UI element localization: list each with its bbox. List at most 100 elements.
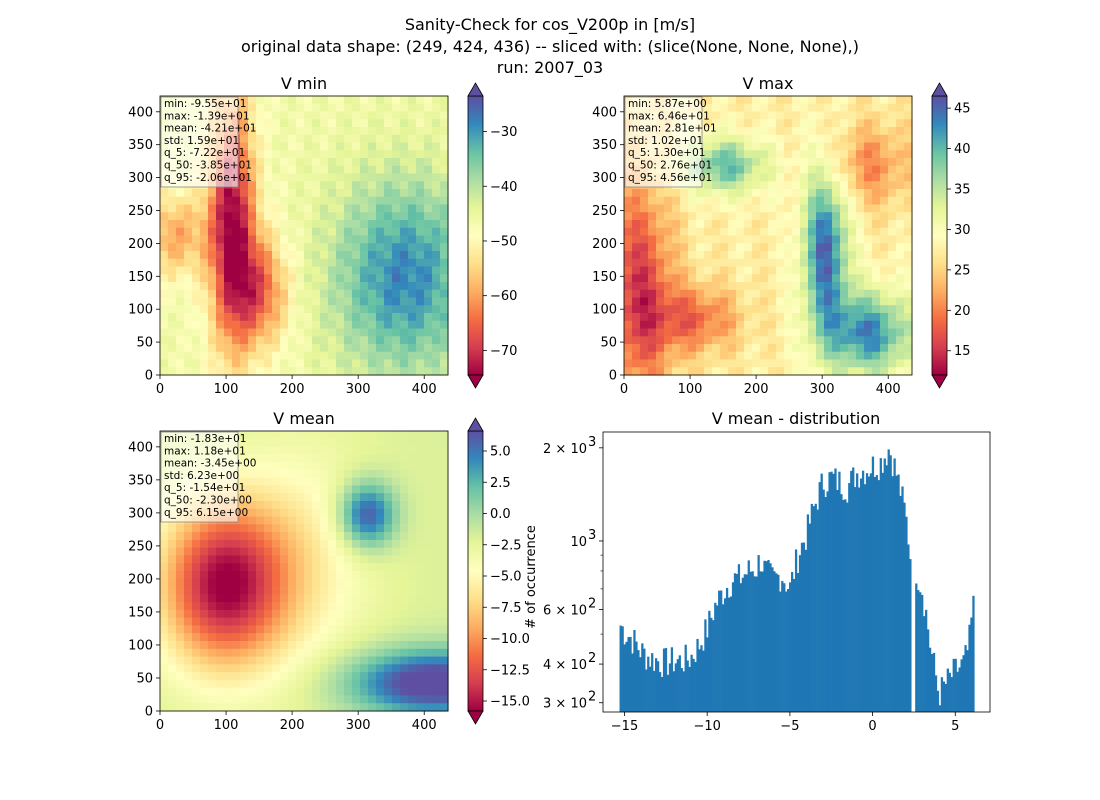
heatmap-cell xyxy=(440,508,449,518)
heatmap-cell xyxy=(312,173,321,182)
heatmap-cell xyxy=(336,127,345,136)
heatmap-cell xyxy=(216,687,225,697)
heatmap-cell xyxy=(200,320,209,330)
heatmap-cell xyxy=(712,134,721,144)
y-tick-label: 50 xyxy=(136,336,153,351)
heatmap-cell xyxy=(352,158,361,167)
heatmap-cell xyxy=(160,320,169,330)
heatmap-cell xyxy=(760,181,769,190)
heatmap-cell xyxy=(376,127,385,136)
heatmap-cell xyxy=(392,679,401,689)
heatmap-cell xyxy=(424,251,433,260)
heatmap-cell xyxy=(264,204,273,213)
heatmap-cell xyxy=(664,359,673,368)
heatmap-cell xyxy=(384,258,393,268)
heatmap-cell xyxy=(704,134,713,144)
heatmap-cell xyxy=(280,289,289,299)
heatmap-cell xyxy=(168,617,177,627)
heatmap-cell xyxy=(264,454,273,463)
heatmap-cell xyxy=(808,320,817,330)
heatmap-cell xyxy=(376,158,385,167)
heatmap-cell xyxy=(776,367,785,376)
heatmap-cell xyxy=(392,664,401,673)
heatmap-cell xyxy=(312,547,321,557)
heatmap-cell xyxy=(312,127,321,136)
heatmap-cell xyxy=(360,266,369,275)
heatmap-cell xyxy=(624,305,633,314)
heatmap-cell xyxy=(392,508,401,518)
heatmap-cell xyxy=(408,687,417,697)
heatmap-cell xyxy=(680,328,689,337)
heatmap-cell xyxy=(264,578,273,588)
heatmap-cell xyxy=(376,446,385,455)
heatmap-cell xyxy=(848,212,857,221)
heatmap-cell xyxy=(248,359,257,368)
heatmap-cell xyxy=(288,462,297,471)
heatmap-cell xyxy=(440,431,449,440)
heatmap-cell xyxy=(416,687,425,697)
heatmap-cell xyxy=(416,703,425,712)
heatmap-cell xyxy=(776,189,785,198)
heatmap-cell xyxy=(328,251,337,260)
heatmap-cell xyxy=(240,189,249,198)
heatmap-cell xyxy=(224,656,233,665)
heatmap-cell xyxy=(904,351,913,361)
heatmap-cell xyxy=(400,578,409,588)
heatmap-cell xyxy=(392,617,401,627)
heatmap-cell xyxy=(264,336,273,345)
histogram-bar xyxy=(731,582,735,712)
heatmap-cell xyxy=(864,305,873,314)
heatmap-cell xyxy=(264,158,273,167)
heatmap-cell xyxy=(424,320,433,330)
x-tick-label: −5 xyxy=(780,719,799,734)
heatmap-cell xyxy=(776,344,785,353)
heatmap-cell xyxy=(216,571,225,580)
heatmap-cell xyxy=(264,438,273,448)
heatmap-cell xyxy=(432,672,441,681)
heatmap-cell xyxy=(200,586,209,595)
heatmap-cell xyxy=(832,351,841,361)
heatmap-cell xyxy=(400,103,409,113)
heatmap-cell xyxy=(408,586,417,595)
heatmap-cell xyxy=(752,305,761,314)
heatmap-cell xyxy=(328,212,337,221)
heatmap-cell xyxy=(824,336,833,345)
heatmap-cell xyxy=(176,251,185,260)
heatmap-cell xyxy=(320,633,329,642)
histogram-bar xyxy=(739,583,743,712)
heatmap-cell xyxy=(776,212,785,221)
heatmap-cell xyxy=(336,462,345,471)
heatmap-cell xyxy=(232,609,241,619)
histogram-bar xyxy=(794,549,798,712)
heatmap-cell xyxy=(384,703,393,712)
heatmap-cell xyxy=(192,251,201,260)
heatmap-cell xyxy=(328,625,337,634)
heatmap-cell xyxy=(184,656,193,665)
heatmap-cell xyxy=(792,274,801,283)
heatmap-cell xyxy=(200,664,209,673)
histogram-bar xyxy=(893,458,896,712)
heatmap-cell xyxy=(720,181,729,190)
heatmap-cell xyxy=(760,336,769,345)
heatmap-cell xyxy=(288,181,297,190)
heatmap-cell xyxy=(256,127,265,136)
heatmap-cell xyxy=(200,617,209,627)
stats-line: q_50: -3.85e+01 xyxy=(164,160,252,172)
histogram-bar xyxy=(923,616,926,712)
heatmap-cell xyxy=(304,96,313,105)
heatmap-cell xyxy=(304,602,313,611)
heatmap-cell xyxy=(344,539,353,549)
heatmap-cell xyxy=(248,508,257,518)
heatmap-cell xyxy=(296,493,305,502)
heatmap-cell xyxy=(344,196,353,206)
heatmap-cell xyxy=(840,328,849,337)
heatmap-cell xyxy=(312,181,321,190)
heatmap-cell xyxy=(376,516,385,525)
heatmap-cell xyxy=(776,196,785,206)
heatmap-cell xyxy=(392,555,401,564)
heatmap-cell xyxy=(280,258,289,268)
heatmap-cell xyxy=(384,524,393,533)
heatmap-cell xyxy=(232,204,241,213)
heatmap-cell xyxy=(376,142,385,151)
heatmap-cell xyxy=(336,524,345,533)
